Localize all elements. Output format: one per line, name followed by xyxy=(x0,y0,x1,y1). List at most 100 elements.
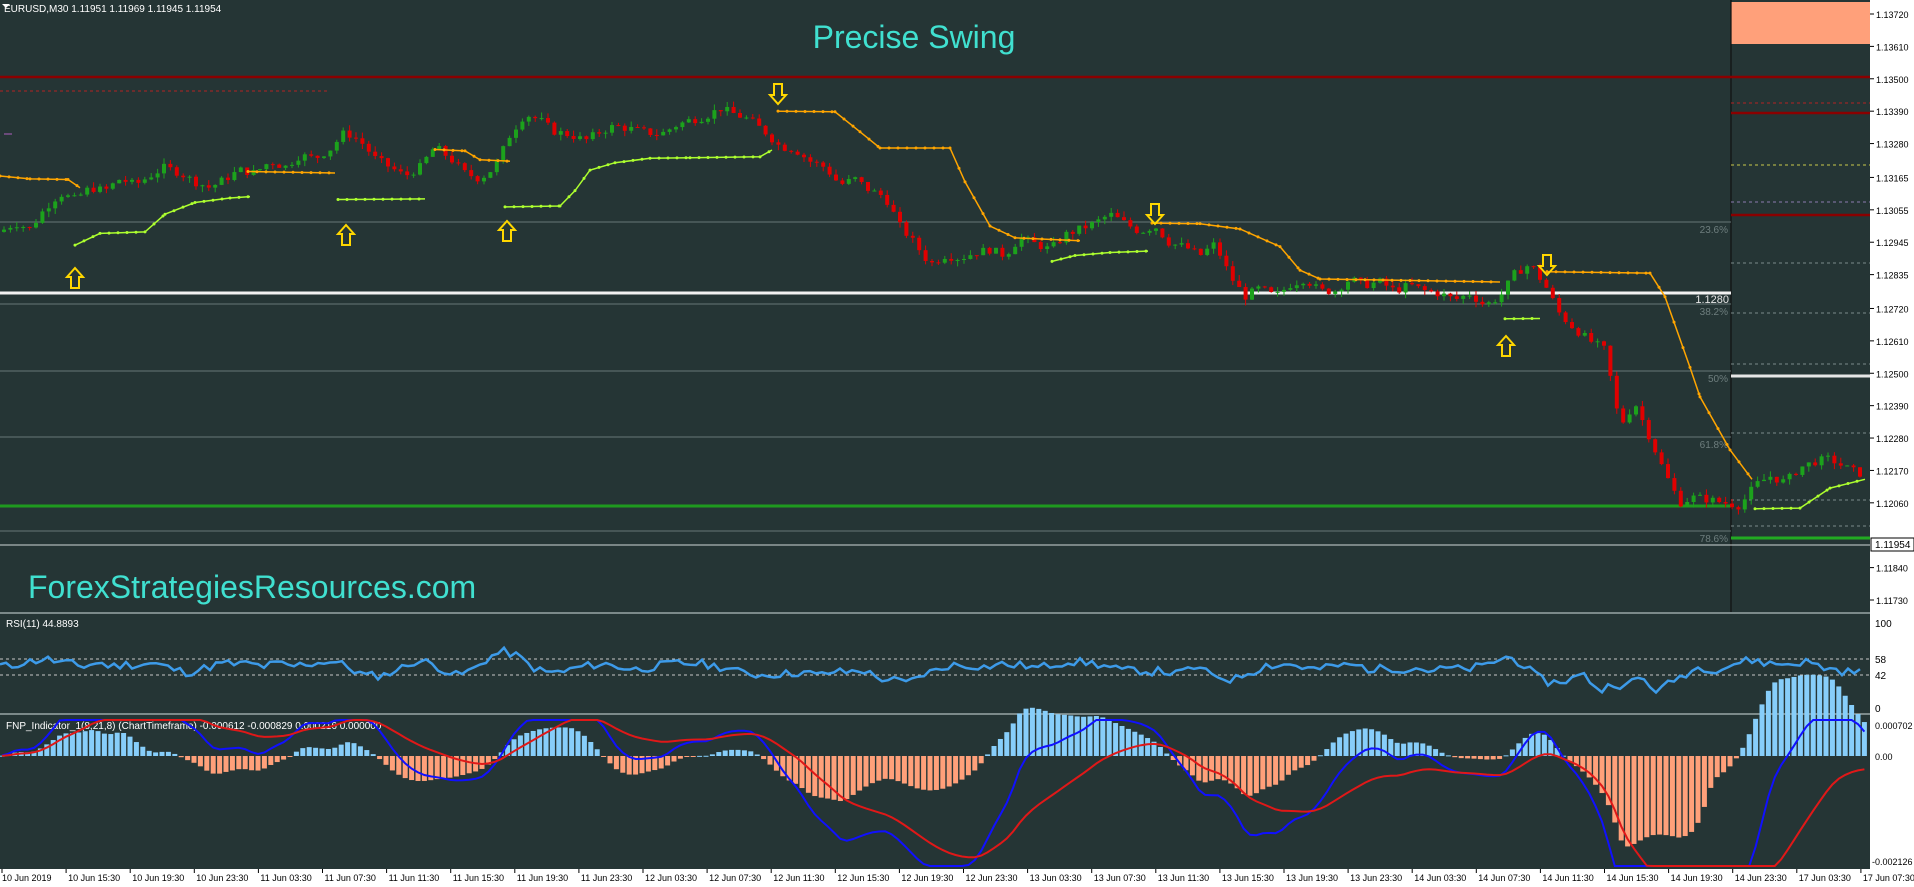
support-swing-line-dot xyxy=(631,158,635,162)
fnp-bar xyxy=(581,735,587,756)
fnp-bar xyxy=(1836,686,1842,756)
main-pane[interactable] xyxy=(0,0,1870,612)
candle-body xyxy=(654,134,659,136)
candles[interactable] xyxy=(2,101,1862,515)
fnp-bar xyxy=(236,756,242,770)
fnp-bar xyxy=(1356,729,1362,756)
fnp-bar xyxy=(972,756,978,771)
candle-body xyxy=(1531,266,1536,268)
fnp-bar xyxy=(351,743,357,756)
candle-body xyxy=(1166,237,1171,246)
rsi-pane[interactable] xyxy=(0,614,1870,713)
fnp-bar xyxy=(1650,756,1656,836)
candle-body xyxy=(1429,290,1434,292)
candle-body xyxy=(878,190,883,195)
fnp-bar xyxy=(978,756,984,764)
candle-body xyxy=(78,194,83,196)
candle-body xyxy=(1301,283,1306,286)
fnp-bar xyxy=(453,756,459,777)
fnp-bar xyxy=(255,756,261,771)
resistance-swing-line-dot xyxy=(941,146,945,150)
candle-body xyxy=(1275,291,1280,293)
fib-label-50: 50% xyxy=(1708,374,1728,385)
fnp-bar xyxy=(370,754,376,756)
support-swing-line-dot xyxy=(1816,494,1820,498)
time-axis-label: 12 Jun 23:30 xyxy=(966,873,1018,883)
candle-body xyxy=(475,176,480,182)
resistance-swing-line-dot xyxy=(66,177,70,181)
fnp-bar xyxy=(722,750,728,756)
support-swing-line-dot xyxy=(125,230,129,234)
candle-body xyxy=(795,151,800,155)
candle-body xyxy=(622,125,627,131)
candle-body xyxy=(1845,465,1850,467)
resistance-swing-line-dot xyxy=(1265,239,1269,243)
resistance-swing-line-dot xyxy=(1681,346,1685,350)
fnp-bar xyxy=(1125,728,1131,756)
time-axis: 10 Jun 2019 10 Jun 15:30 10 Jun 19:30 10 Ju… xyxy=(1,869,1914,883)
fnp-bar xyxy=(588,742,594,756)
candle-body xyxy=(1077,225,1082,234)
candle-body xyxy=(1038,242,1043,250)
candle-body xyxy=(1557,298,1562,313)
candle-body xyxy=(1787,473,1792,480)
resistance-swing-line-dot xyxy=(1657,285,1661,289)
fnp-bar xyxy=(1388,739,1394,756)
resistance-swing-line-dot xyxy=(1013,236,1017,240)
time-scale xyxy=(0,869,1914,887)
candle-body xyxy=(1800,466,1805,475)
support-swing-line-dot xyxy=(622,160,626,164)
candle-body xyxy=(821,162,826,167)
time-axis-label: 13 Jun 07:30 xyxy=(1094,873,1146,883)
candle-body xyxy=(1154,228,1158,231)
resistance-swing-line-dot xyxy=(997,228,1001,232)
fnp-bar xyxy=(313,747,319,756)
resistance-swing-line-dot xyxy=(858,130,862,134)
candle-body xyxy=(398,169,403,172)
support-swing-line-dot xyxy=(697,156,701,160)
header-triangle-icon xyxy=(2,4,10,8)
support-swing-line-dot xyxy=(715,155,719,159)
fnp-bar xyxy=(1241,756,1247,795)
resistance-swing-line-dot xyxy=(1354,278,1358,282)
time-axis-label: 13 Jun 19:30 xyxy=(1286,873,1338,883)
candle-body xyxy=(1045,246,1050,250)
candle-body xyxy=(174,167,179,176)
fib-label-618: 61.8% xyxy=(1700,440,1728,451)
fnp-bar xyxy=(1797,675,1803,756)
candle-body xyxy=(8,227,13,230)
time-axis-label: 13 Jun 15:30 xyxy=(1222,873,1274,883)
fnp-bar xyxy=(831,756,837,800)
candle-body xyxy=(40,211,45,223)
fnp-bar xyxy=(1785,678,1791,756)
support-swing-line-dot xyxy=(1144,249,1148,253)
candle-body xyxy=(763,125,768,135)
rsi-scale-42: 42 xyxy=(1875,671,1887,682)
fnp-bar xyxy=(633,756,639,775)
resistance-swing-line-dot xyxy=(963,180,967,184)
resistance-swing-line-dot xyxy=(1318,277,1322,281)
candle-body xyxy=(853,177,858,180)
fnp-bar xyxy=(1778,679,1784,756)
buy-arrow-icon xyxy=(335,223,357,246)
support-swing-line-dot xyxy=(758,155,762,159)
resistance-swing-line-dot xyxy=(442,148,446,152)
fnp-bar xyxy=(805,756,811,793)
candle-body xyxy=(1480,301,1485,305)
fnp-bar xyxy=(1829,679,1835,756)
candle-body xyxy=(14,227,19,229)
resistance-swing-line-dot xyxy=(812,110,816,114)
price-axis-label: 1.13390 xyxy=(1876,107,1909,117)
fnp-bar xyxy=(1855,714,1861,756)
time-axis-label: 11 Jun 07:30 xyxy=(325,873,376,883)
resistance-swing-line-dot xyxy=(1471,280,1475,284)
candle-body xyxy=(546,118,550,123)
resistance-swing-line-dot xyxy=(957,166,961,170)
current-price-label: 1.11954 xyxy=(1875,540,1911,551)
fnp-bar xyxy=(748,751,754,756)
fnp-bar xyxy=(517,735,523,756)
candle-body xyxy=(232,172,237,180)
candle-body xyxy=(520,121,525,130)
fnp-pane[interactable] xyxy=(0,715,1870,869)
